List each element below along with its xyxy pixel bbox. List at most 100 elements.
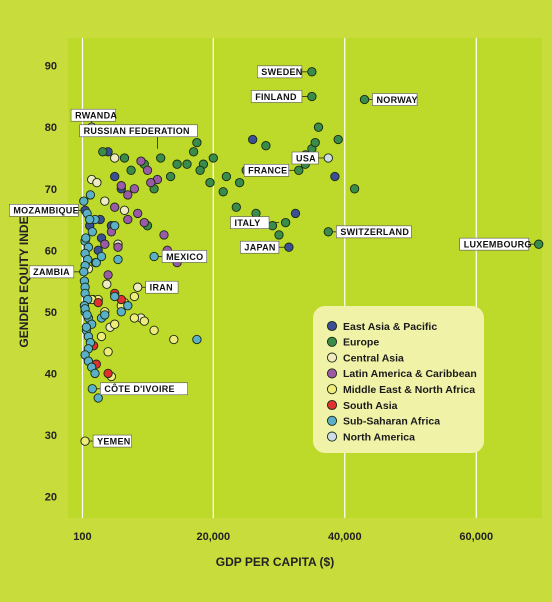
callout-label: YEMEN (97, 436, 131, 446)
legend-marker (326, 415, 338, 426)
x-axis-tick-labels: 100 20,000 40,000 60,000 (73, 531, 493, 543)
legend-label: Europe (343, 337, 379, 349)
data-point (165, 171, 176, 182)
y-tick-label: 50 (45, 307, 57, 319)
data-point (110, 202, 120, 212)
callout-label: SWITZERLAND (340, 227, 409, 237)
data-point (323, 153, 333, 163)
callout-box (250, 90, 303, 103)
data-point (93, 393, 103, 403)
data-point (280, 217, 291, 228)
callout-box (79, 124, 198, 138)
data-point (231, 202, 241, 212)
data-point (205, 177, 215, 188)
y-tick-label: 70 (45, 184, 57, 196)
y-axis-title: GENDER EQUITY INDEX (17, 208, 31, 347)
data-point (156, 153, 166, 163)
data-point (81, 322, 92, 332)
callout-box (291, 151, 319, 165)
callout-box (336, 225, 412, 239)
data-point (149, 251, 159, 262)
y-tick-label: 90 (45, 61, 57, 73)
data-point (133, 282, 143, 292)
callout-label: SWEDEN (261, 67, 302, 77)
data-point (129, 291, 140, 302)
data-point (103, 368, 113, 379)
data-point (274, 230, 284, 240)
country-callouts: SWEDEN FINLAND NORWAY RWANDA RUSSIAN FEDERAT… (9, 65, 532, 448)
callout-box (92, 434, 132, 448)
legend-label: Central Asia (343, 352, 404, 364)
y-tick-label: 40 (45, 368, 57, 380)
data-point (110, 291, 120, 302)
data-point (79, 196, 89, 206)
data-point (323, 227, 333, 237)
callout-label: MOZAMBIQUE (13, 206, 79, 216)
data-point (133, 208, 143, 219)
data-point (85, 190, 96, 200)
data-point (248, 134, 258, 145)
data-point (313, 122, 324, 132)
legend-label: Latin America & Caribbean (343, 368, 477, 380)
data-point (81, 233, 91, 243)
data-point (92, 177, 102, 188)
data-point (90, 368, 100, 379)
callout-box (145, 280, 179, 294)
data-point (169, 334, 179, 345)
data-point (87, 384, 97, 394)
legend-marker (326, 336, 338, 347)
data-point (139, 316, 149, 326)
legend-marker (326, 399, 338, 411)
data-point (113, 242, 123, 252)
data-point (119, 205, 130, 215)
x-tick-label: 100 (73, 531, 91, 543)
legend-marker (326, 368, 338, 379)
callout-label: MEXICO (166, 252, 203, 262)
callout-box (459, 237, 530, 251)
legend-marker (326, 320, 338, 332)
data-point (192, 334, 202, 345)
data-point (116, 181, 126, 191)
data-point (159, 230, 169, 240)
data-point (116, 307, 126, 317)
data-point (182, 159, 192, 169)
x-tick-label: 20,000 (196, 531, 230, 543)
callout-label: LUXEMBOURG (464, 239, 532, 249)
callout-box (243, 164, 290, 177)
y-tick-label: 80 (45, 122, 57, 134)
y-tick-label: 60 (45, 245, 57, 257)
callout-box (230, 216, 270, 229)
legend: East Asia & Pacific Europe Central Asia Lat… (313, 306, 484, 453)
data-point (91, 257, 101, 268)
callout-box (161, 250, 208, 263)
legend-label: North America (343, 431, 415, 443)
data-point (208, 153, 218, 163)
callout-box (100, 382, 188, 396)
callout-label: JAPAN (244, 243, 275, 253)
data-point (146, 177, 156, 188)
callout-box (70, 108, 116, 122)
data-point (129, 313, 140, 323)
data-point (126, 165, 136, 175)
y-tick-label: 30 (45, 430, 57, 442)
data-point (333, 134, 343, 145)
data-point (123, 190, 133, 200)
data-point (96, 251, 107, 262)
data-point (119, 153, 130, 163)
data-point (330, 171, 340, 182)
legend-label: Sub-Saharan Africa (343, 416, 440, 428)
x-tick-label: 60,000 (459, 531, 493, 543)
data-point (136, 156, 146, 166)
data-point (195, 165, 205, 175)
data-point (96, 331, 107, 342)
data-point (307, 91, 317, 102)
y-axis-tick-labels: 20 30 40 50 60 70 80 90 (45, 61, 57, 504)
data-point (123, 301, 133, 311)
data-point (98, 147, 108, 157)
data-point (284, 242, 294, 252)
data-point (188, 147, 199, 157)
legend-label: South Asia (343, 400, 398, 412)
data-point (100, 310, 110, 320)
data-point (87, 227, 97, 237)
